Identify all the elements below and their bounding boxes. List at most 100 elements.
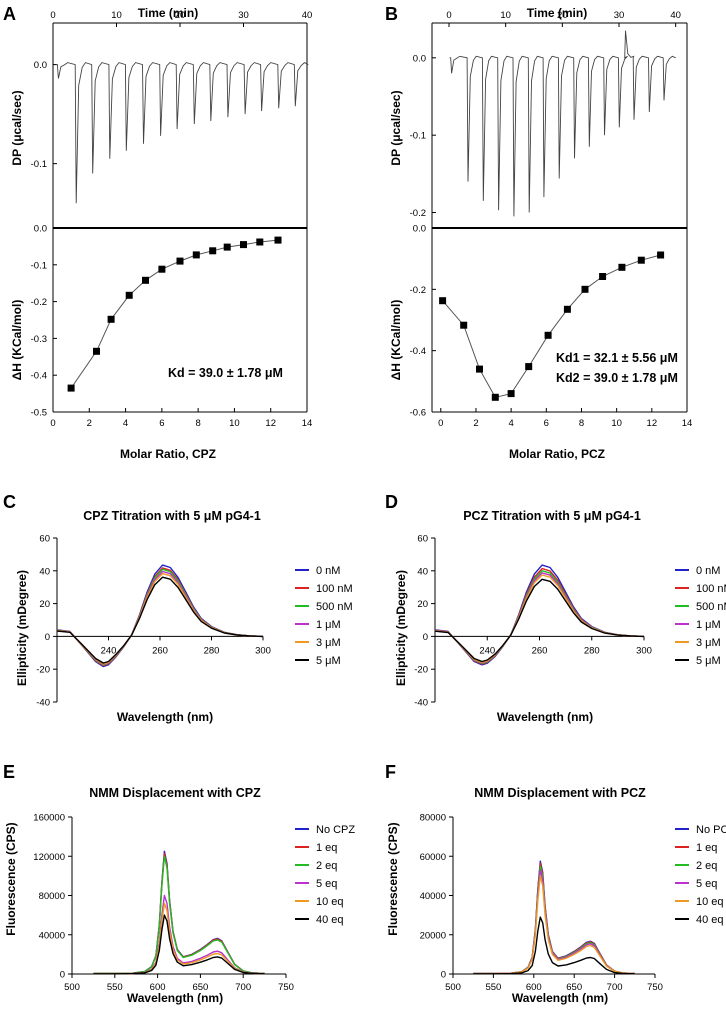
y-tick-label-c-0: -40 [36,698,50,709]
x-tick-label-a-0: 0 [50,418,55,429]
y-tick-label-e-1: 40000 [39,930,65,941]
data-point-a-12 [274,236,282,244]
legend-label-c-2: 500 nM [316,601,353,613]
itc-panel-b: Time (min) DP (μcal/sec) ΔH (KCal/mol) M… [389,6,692,461]
x-tick-label-b-1: 2 [473,418,478,429]
top-x-tick-label-a-4: 40 [302,10,313,21]
data-point-b-1 [460,321,468,329]
y-tick-label-e-2: 80000 [39,891,65,902]
series-line-e-0 [93,850,265,975]
x-tick-label-a-4: 8 [195,418,200,429]
kd1-annotation-b: Kd1 = 32.1 ± 5.56 μM [556,351,678,365]
x-tick-label-b-5: 10 [611,418,622,429]
top-y-tick-label-a-0: 0.0 [34,60,47,71]
x-tick-label-e-3: 650 [192,982,208,993]
series-line-f-5 [473,916,635,975]
x-tick-label-c-3: 300 [255,645,271,656]
data-point-a-3 [125,291,133,299]
chart-title-f: NMM Displacement with PCZ [474,786,646,800]
x-tick-label-c-1: 260 [152,645,168,656]
data-point-b-3 [491,393,499,401]
legend-label-f-4: 10 eq [696,896,724,908]
x-tick-label-f-0: 500 [445,982,461,993]
y-tick-label-a-3: -0.3 [31,334,47,345]
legend-label-c-0: 0 nM [316,565,340,577]
y-axis-label-c: Ellipticity (mDegree) [15,570,29,686]
top-x-tick-label-a-3: 30 [238,10,249,21]
x-tick-label-b-7: 14 [682,418,693,429]
x-tick-label-c-2: 280 [204,645,220,656]
fluorescence-panel-f: NMM Displacement with PCZ Fluorescence (… [386,786,726,1005]
x-tick-label-f-1: 550 [485,982,501,993]
legend-label-f-2: 2 eq [696,860,717,872]
top-y-axis-label-b: DP (μcal/sec) [389,90,403,165]
x-tick-label-a-2: 4 [123,418,128,429]
y-tick-label-c-1: -20 [36,665,50,676]
bottom-x-axis-label-b: Molar Ratio, PCZ [509,447,605,461]
legend-label-d-3: 1 μM [696,619,721,631]
legend-label-c-3: 1 μM [316,619,341,631]
y-tick-label-f-0: 0 [441,970,446,981]
data-point-b-5 [525,363,533,371]
x-tick-label-d-1: 260 [532,645,548,656]
panel-label-a: A [3,4,16,24]
thermogram-trace-b [449,30,676,217]
top-x-tick-label-b-4: 40 [670,10,681,21]
y-tick-label-f-2: 40000 [420,891,446,902]
data-point-a-4 [142,276,149,284]
x-axis-label-e: Wavelength (nm) [127,991,223,1005]
series-line-e-2 [93,855,265,975]
x-axis-label-d: Wavelength (nm) [497,710,593,724]
y-tick-label-a-1: -0.1 [31,260,47,271]
y-tick-label-d-2: 0 [423,632,428,643]
panel-label-c: C [3,492,16,512]
y-tick-label-d-1: -20 [414,665,428,676]
y-tick-label-e-4: 160000 [33,813,65,824]
y-tick-label-b-0: 0.0 [413,224,426,235]
top-x-axis-label-b: Time (min) [527,6,587,20]
data-point-a-8 [209,247,217,255]
data-point-a-11 [256,238,264,246]
x-tick-label-b-6: 12 [647,418,658,429]
chart-title-c: CPZ Titration with 5 μM pG4-1 [83,509,261,523]
data-point-b-10 [618,263,626,271]
chart-title-e: NMM Displacement with CPZ [89,786,261,800]
x-tick-label-d-2: 280 [584,645,600,656]
y-tick-label-e-3: 120000 [33,852,65,863]
series-line-d-5 [434,578,645,663]
legend-label-f-0: No PCZ [696,824,726,836]
top-y-axis-label-a: DP (μcal/sec) [10,90,24,165]
x-tick-label-e-0: 500 [64,982,80,993]
y-tick-label-c-2: 0 [45,632,50,643]
y-tick-label-f-3: 60000 [420,852,446,863]
x-tick-label-b-2: 4 [508,418,513,429]
top-y-tick-label-b-2: -0.2 [410,208,426,219]
panel-label-b: B [385,4,398,24]
y-tick-label-c-5: 60 [39,534,50,545]
data-point-a-0 [67,384,75,392]
data-point-b-9 [599,273,607,280]
y-tick-label-a-5: -0.5 [31,408,47,419]
bottom-y-axis-label-a: ΔH (KCal/mol) [10,300,24,381]
legend-label-e-4: 10 eq [316,896,344,908]
series-line-f-3 [473,869,635,975]
y-tick-label-f-1: 20000 [420,930,446,941]
itc-plot-area-b: 0 10 20 30 40 0.0 -0.1 -0.2 0 2 4 6 8 10 12 14 0.0 -0.2 -0… [410,10,693,429]
legend-label-c-5: 5 μM [316,655,341,667]
top-x-tick-label-b-3: 30 [614,10,625,21]
x-tick-label-f-5: 750 [647,982,663,993]
x-axis-label-f: Wavelength (nm) [512,991,608,1005]
top-y-tick-label-a-1: -0.1 [31,159,47,170]
x-tick-label-a-3: 6 [159,418,164,429]
x-tick-label-b-3: 6 [544,418,549,429]
data-point-b-8 [581,285,589,293]
data-point-a-10 [240,241,247,249]
y-tick-label-a-4: -0.4 [31,371,47,382]
y-tick-label-d-0: -40 [414,698,428,709]
y-axis-label-d: Ellipticity (mDegree) [394,570,408,686]
legend-label-d-1: 100 nM [696,583,726,595]
y-tick-label-b-2: -0.4 [410,346,426,357]
x-tick-label-f-3: 650 [566,982,582,993]
y-tick-label-a-0: 0.0 [34,224,47,235]
